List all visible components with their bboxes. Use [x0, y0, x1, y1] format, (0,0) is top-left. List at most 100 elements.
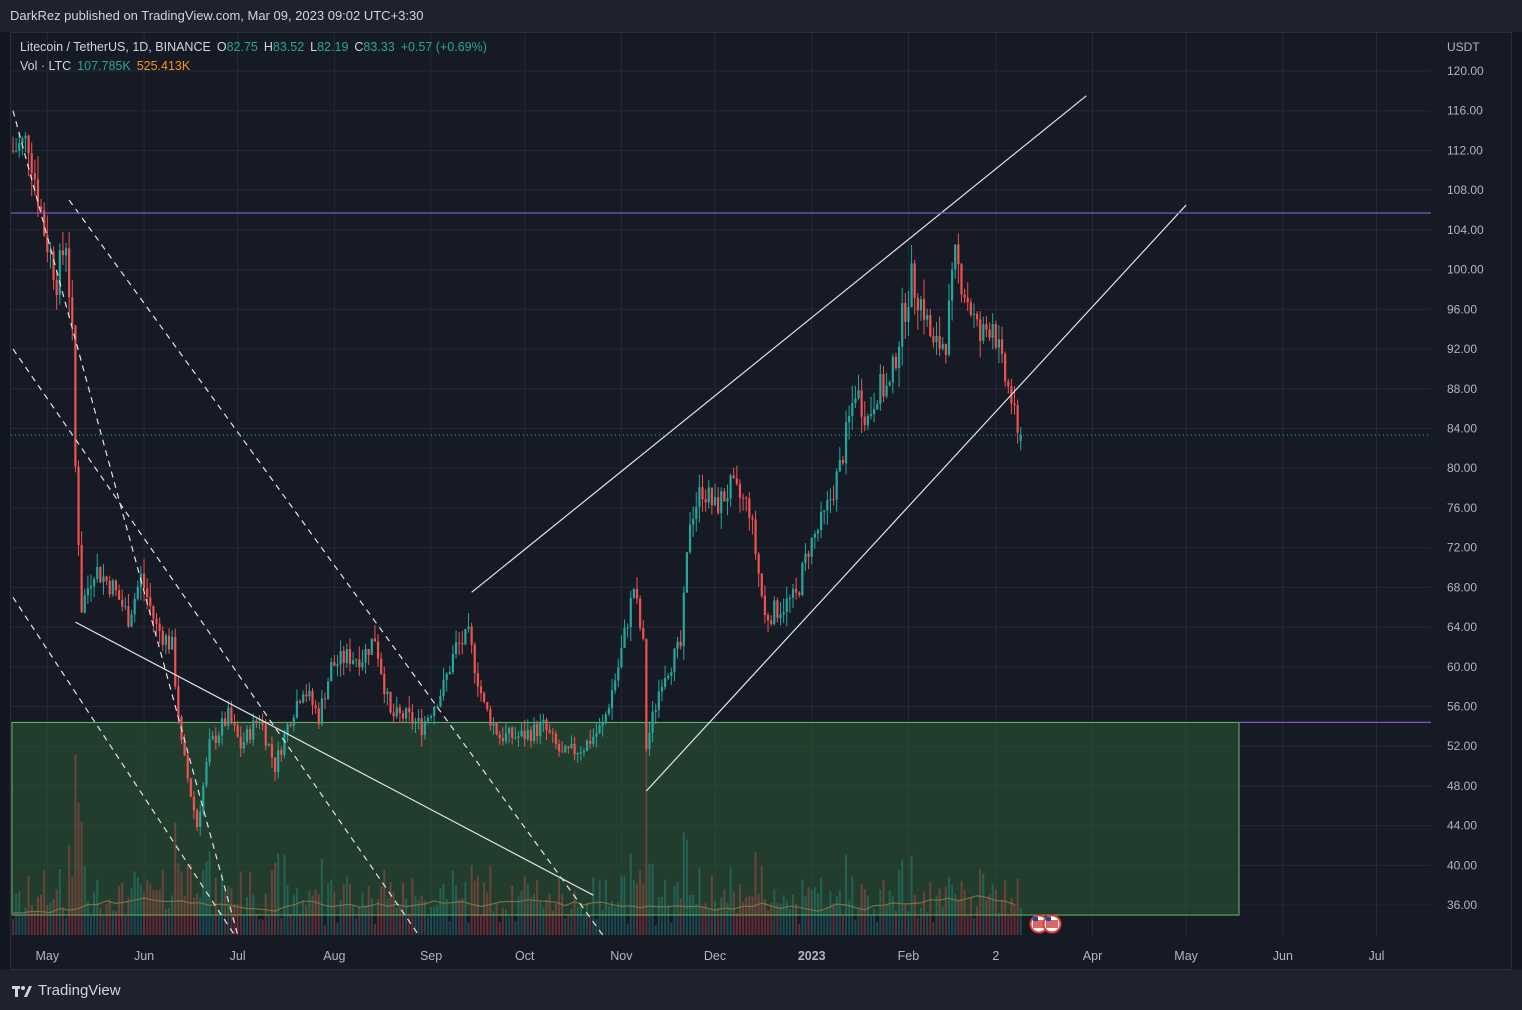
- volume-bar: [295, 888, 298, 935]
- candle-body: [245, 729, 249, 743]
- volume-bar: [93, 891, 96, 935]
- volume-bar: [511, 885, 514, 935]
- candle-body: [741, 497, 745, 499]
- volume-bar: [685, 839, 688, 935]
- volume-bar: [270, 870, 273, 935]
- volume-bar: [932, 922, 935, 935]
- trendline[interactable]: [471, 95, 1087, 593]
- volume-bar: [695, 904, 698, 935]
- candle-body: [242, 742, 245, 749]
- candle-body: [545, 719, 548, 731]
- y-tick-label: 104.00: [1447, 223, 1484, 237]
- chart-legend: Litecoin / TetherUS, 1D, BINANCE O82.75 H8…: [20, 38, 487, 76]
- dashed-channel-line[interactable]: [68, 199, 604, 936]
- candle-body: [405, 707, 408, 719]
- volume-bar: [835, 896, 838, 935]
- dashed-channel-line[interactable]: [12, 348, 420, 936]
- volume-bar: [726, 902, 729, 935]
- volume-bar: [792, 894, 794, 935]
- candle-body: [819, 511, 823, 531]
- candle-body: [89, 586, 93, 589]
- close-value: 83.33: [363, 40, 395, 54]
- candle-body: [919, 299, 923, 311]
- candle-body: [766, 614, 770, 621]
- candle-body: [277, 749, 280, 772]
- candle-body: [358, 659, 361, 668]
- candle-body: [972, 313, 976, 315]
- volume-bar: [873, 908, 876, 935]
- candle-body: [564, 746, 567, 753]
- x-tick-label: May: [1174, 949, 1198, 963]
- candle-body: [255, 720, 258, 723]
- candle-body: [489, 709, 492, 726]
- volume-bar: [136, 877, 139, 935]
- volume-bar: [742, 902, 745, 935]
- volume-bar: [99, 908, 102, 935]
- dashed-channel-line[interactable]: [12, 596, 236, 936]
- price-chart[interactable]: 105.7054.4083.3318:27:34 120.00116.00112…: [11, 33, 1511, 969]
- candle-body: [189, 778, 192, 797]
- volume-bar: [258, 919, 261, 935]
- trendline[interactable]: [645, 204, 1187, 792]
- volume-bar: [554, 903, 557, 935]
- volume-bar: [773, 889, 776, 935]
- volume-bar: [68, 844, 71, 935]
- volume-bar: [339, 899, 342, 935]
- symbol-label: Litecoin / TetherUS, 1D, BINANCE: [20, 40, 211, 54]
- tradingview-logo[interactable]: TradingView: [12, 982, 121, 999]
- volume-bar: [414, 895, 417, 935]
- volume-bar: [607, 905, 610, 935]
- candle-body: [582, 751, 586, 753]
- candle-body: [623, 627, 626, 648]
- candle-body: [11, 150, 15, 152]
- publisher-line: DarkRez published on TradingView.com, Ma…: [10, 8, 424, 23]
- volume-bar: [420, 896, 423, 935]
- candle-body: [376, 641, 380, 659]
- volume-bar: [124, 914, 127, 935]
- volume-bar: [667, 904, 670, 935]
- volume-bar: [83, 866, 86, 935]
- volume-bar: [224, 888, 227, 935]
- candle-body: [773, 600, 776, 625]
- candle-body: [685, 552, 689, 593]
- volume-bar: [523, 876, 526, 935]
- candle-body: [429, 716, 433, 718]
- volume-bar: [277, 853, 280, 935]
- y-tick-label: 108.00: [1447, 183, 1484, 197]
- candle-body: [49, 251, 52, 253]
- volume-bar: [305, 905, 308, 935]
- volume-bar: [77, 802, 80, 935]
- candle-body: [888, 382, 891, 386]
- trendline[interactable]: [75, 621, 594, 896]
- volume-bar: [951, 884, 954, 935]
- volume-bar: [398, 906, 401, 935]
- candle-body: [127, 606, 130, 627]
- volume-bar: [12, 918, 14, 935]
- volume-bar: [333, 891, 336, 935]
- volume-bar: [714, 900, 716, 935]
- candle-body: [286, 724, 289, 734]
- volume-bar: [495, 903, 498, 935]
- volume-bar: [876, 922, 879, 935]
- candle-body: [420, 718, 423, 735]
- candle-body: [504, 733, 508, 742]
- trendlines[interactable]: [12, 95, 1187, 936]
- volume-bar: [71, 876, 74, 935]
- volume-bar: [280, 917, 283, 935]
- volume-bar: [623, 875, 626, 935]
- volume-bar: [810, 890, 813, 935]
- chart-frame[interactable]: 105.7054.4083.3318:27:34 120.00116.00112…: [10, 32, 1512, 970]
- volume-bar: [988, 894, 991, 935]
- y-tick-label: 88.00: [1447, 382, 1477, 396]
- candle-body: [80, 544, 83, 613]
- y-tick-label: 64.00: [1447, 620, 1477, 634]
- volume-bar: [832, 903, 835, 935]
- candle-body: [458, 642, 461, 644]
- volume-bar: [679, 898, 682, 935]
- volume-bar: [882, 880, 885, 935]
- volume-bar: [1001, 899, 1004, 935]
- candle-body: [367, 649, 370, 655]
- candle-body: [963, 294, 966, 298]
- volume-bar: [529, 897, 532, 935]
- high-value: 83.52: [272, 40, 305, 54]
